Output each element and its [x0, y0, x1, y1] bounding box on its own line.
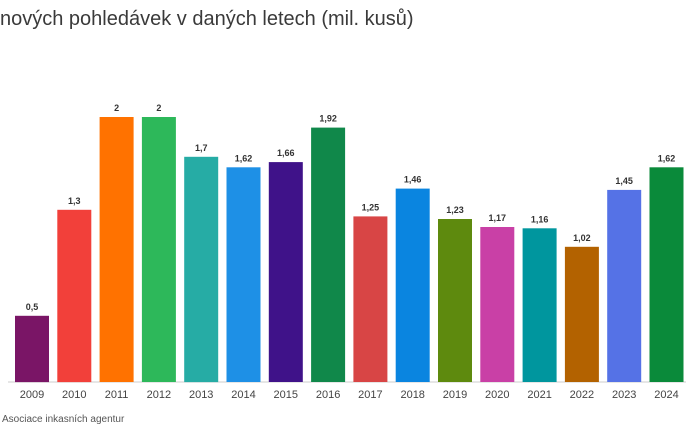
bar-2013	[184, 156, 219, 383]
x-tick-label-2012: 2012	[147, 389, 171, 401]
value-label-2021: 1,16	[531, 214, 549, 224]
bar-2018	[395, 188, 430, 382]
value-label-2009: 0,5	[26, 302, 39, 312]
x-tick-label-2014: 2014	[231, 389, 255, 401]
x-tick-label-2021: 2021	[527, 389, 551, 401]
bar-2010	[57, 209, 92, 383]
x-tick-label-2017: 2017	[358, 389, 382, 401]
value-label-2010: 1,3	[68, 196, 81, 206]
bar-2017	[353, 216, 388, 382]
value-label-2015: 1,66	[277, 148, 295, 158]
bar-2016	[311, 127, 346, 382]
value-label-2022: 1,02	[573, 233, 591, 243]
value-label-2012: 2	[156, 103, 161, 113]
x-tick-label-2013: 2013	[189, 389, 213, 401]
x-tick-label-2022: 2022	[570, 389, 594, 401]
value-label-2024: 1,62	[658, 153, 676, 163]
x-tick-label-2020: 2020	[485, 389, 509, 401]
value-label-2018: 1,46	[404, 175, 422, 185]
bar-2015	[268, 162, 303, 382]
value-label-2023: 1,45	[615, 176, 633, 186]
x-tick-label-2024: 2024	[654, 389, 678, 401]
x-tick-label-2009: 2009	[20, 389, 44, 401]
x-tick-label-2016: 2016	[316, 389, 340, 401]
bar-2011	[99, 117, 134, 382]
chart-title: nových pohledávek v daných letech (mil. …	[0, 8, 414, 30]
value-label-2013: 1,7	[195, 143, 208, 153]
value-label-2017: 1,25	[362, 202, 380, 212]
value-label-2020: 1,17	[489, 213, 507, 223]
x-tick-label-2018: 2018	[400, 389, 424, 401]
value-label-2011: 2	[114, 103, 119, 113]
source-note: Asociace inkasních agentur	[2, 414, 125, 425]
x-tick-label-2011: 2011	[105, 389, 129, 401]
value-label-2016: 1,92	[319, 114, 337, 124]
bar-2020	[480, 227, 515, 382]
bar-2012	[141, 117, 176, 382]
bar-2022	[564, 246, 599, 382]
x-tick-label-2010: 2010	[62, 389, 86, 401]
bar-2019	[438, 219, 472, 382]
bar-2014	[226, 167, 261, 382]
bars-group: 0,5 2009 1,3 2010 2 2011 2 2012 1,7 2013 1,62 2014 1…	[15, 103, 684, 401]
bar-2009	[15, 315, 49, 383]
x-tick-label-2015: 2015	[274, 389, 298, 401]
x-tick-label-2019: 2019	[443, 389, 467, 401]
x-tick-label-2023: 2023	[612, 389, 636, 401]
value-label-2019: 1,23	[446, 205, 464, 215]
value-label-2014: 1,62	[235, 153, 253, 163]
bar-2021	[522, 228, 557, 382]
bar-2024	[649, 167, 684, 382]
bar-2023	[607, 189, 642, 382]
